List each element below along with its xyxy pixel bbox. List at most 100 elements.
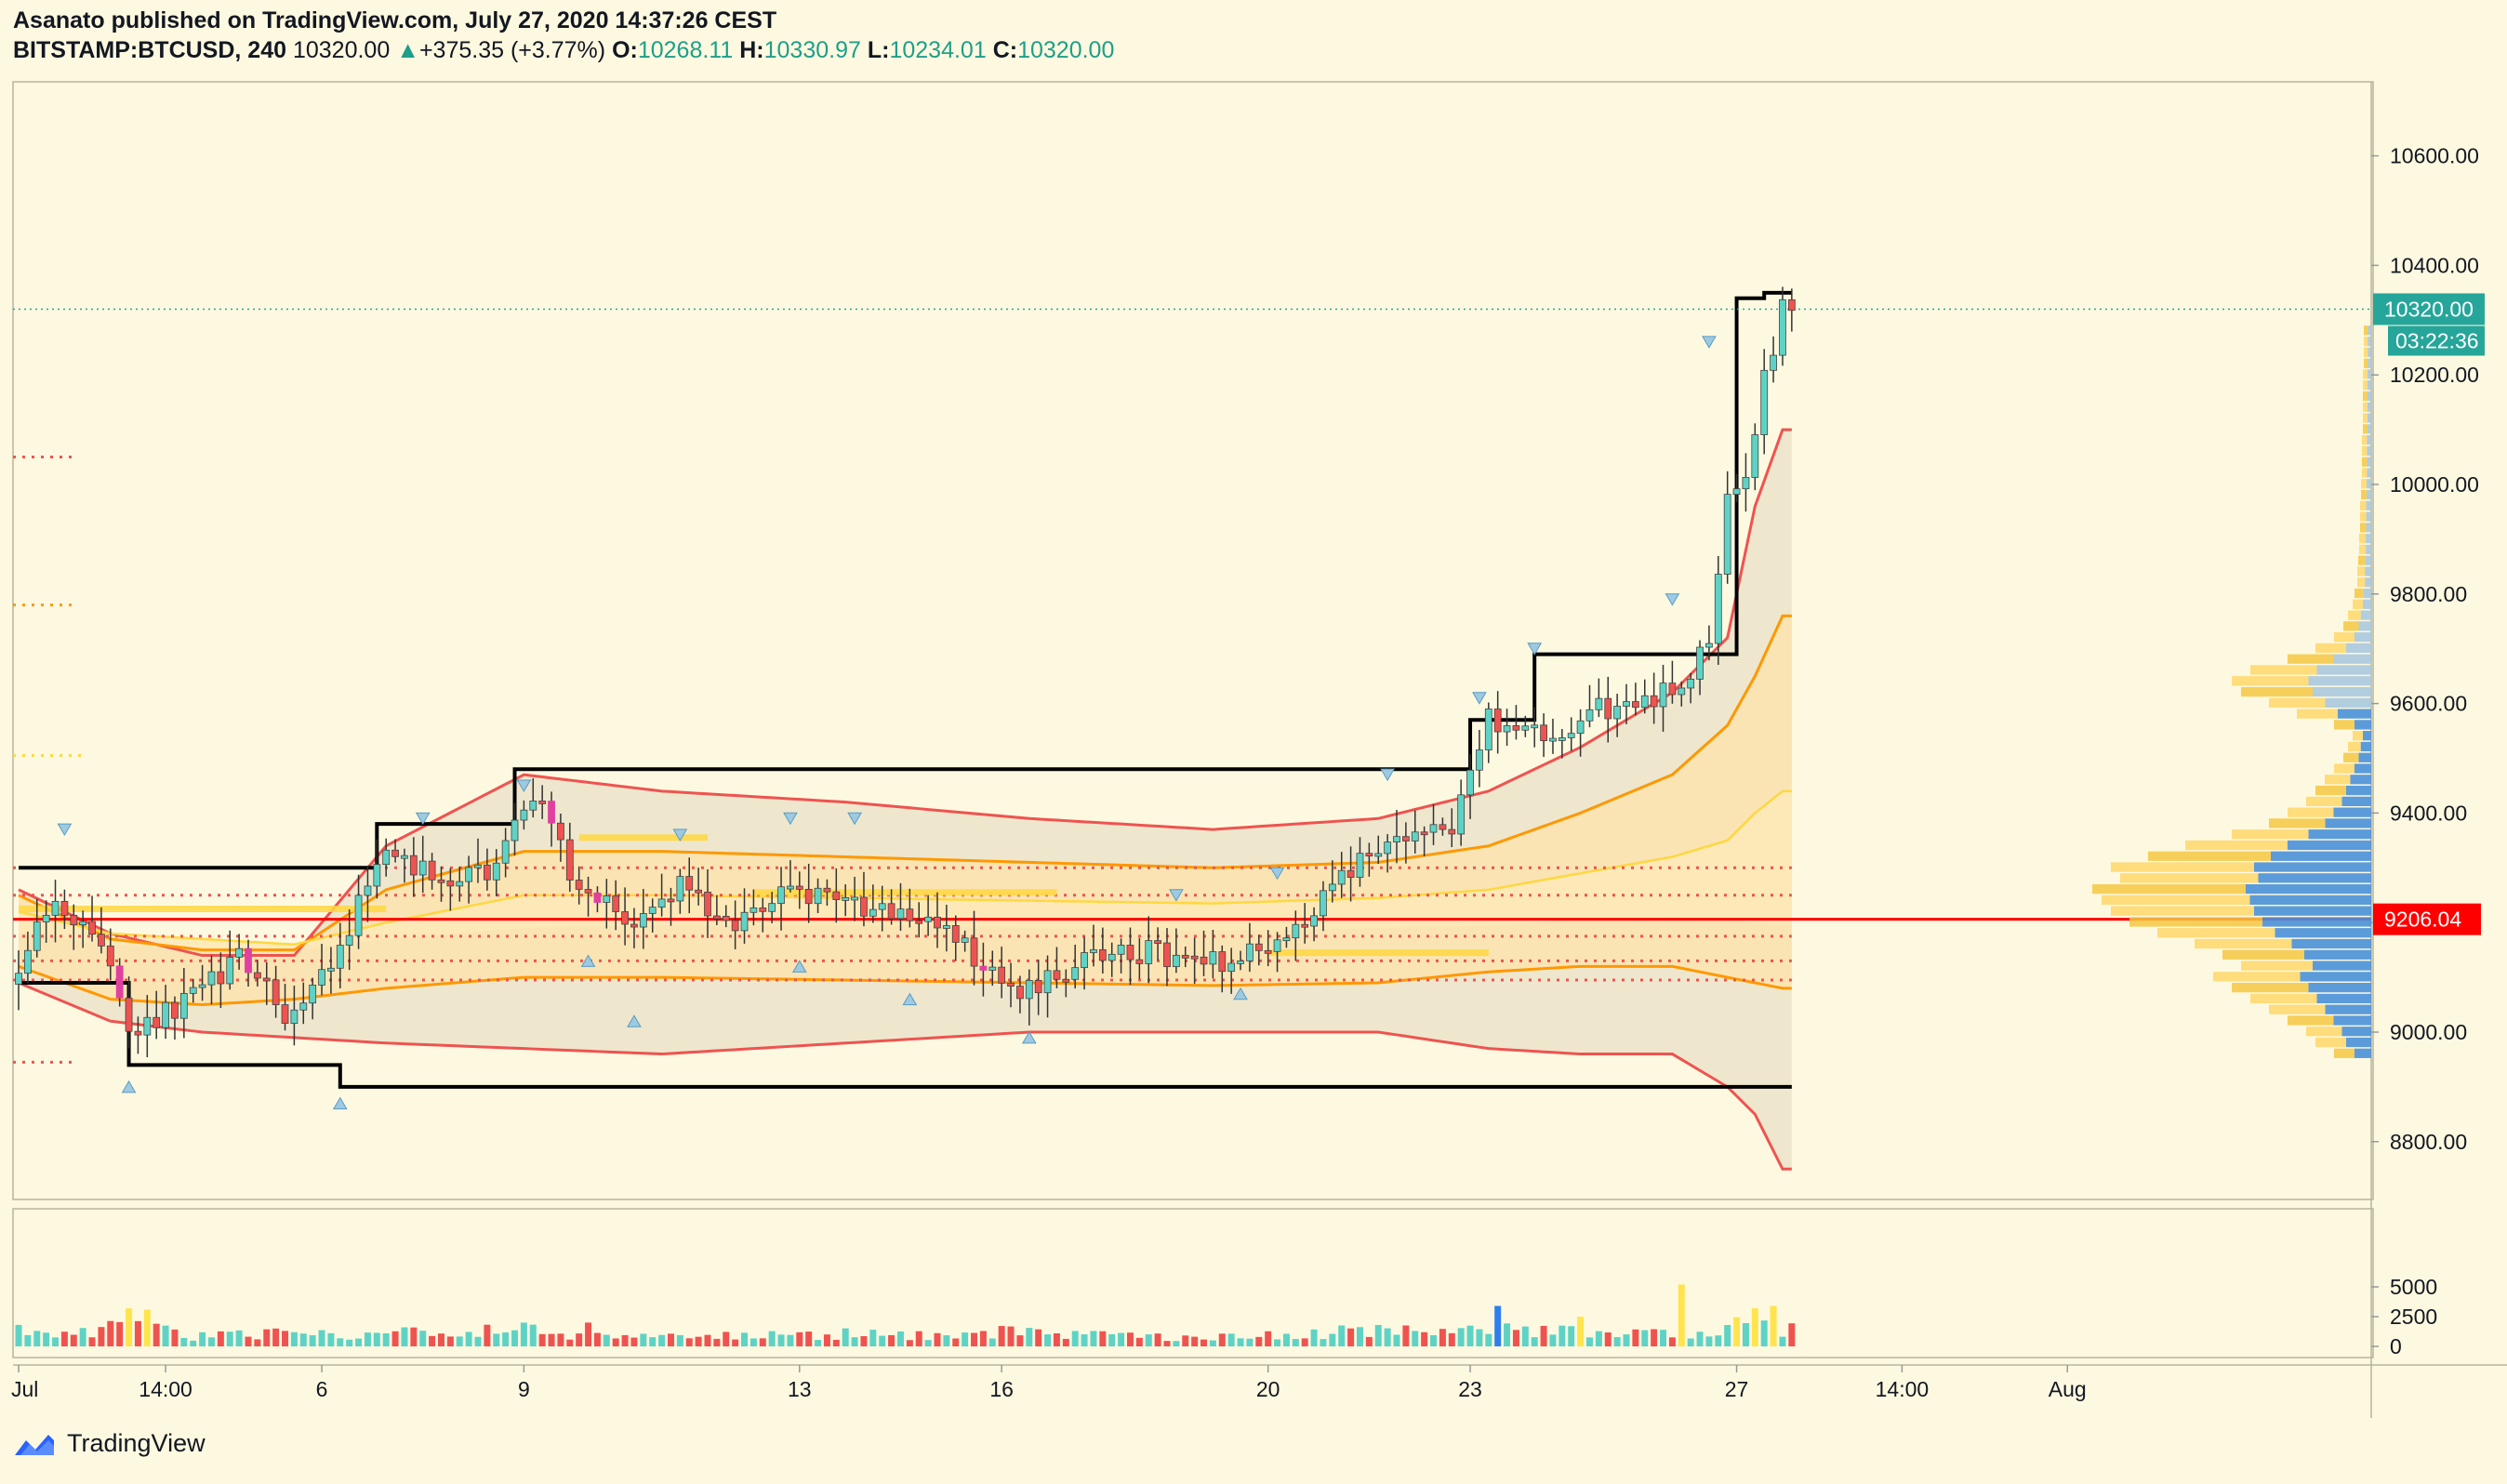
volume-bar (1494, 1305, 1502, 1346)
candle (1346, 869, 1355, 878)
profile-bar-up (2363, 402, 2368, 412)
signal-down-marker (415, 812, 431, 826)
profile-bar-up (2359, 534, 2367, 544)
tradingview-logo[interactable]: TradingView (11, 1429, 206, 1458)
signal-down-marker (783, 812, 798, 826)
volume-bar (1026, 1328, 1033, 1346)
close-value: 10320.00 (1017, 37, 1115, 63)
profile-bar-down (2333, 1015, 2371, 1026)
volume-bar (943, 1335, 950, 1346)
profile-bar-down (2291, 938, 2371, 949)
volume-bar (1504, 1323, 1511, 1346)
brand-name: TradingView (67, 1429, 206, 1457)
candle (1779, 298, 1786, 356)
profile-bar-down (2367, 413, 2371, 423)
profile-bar-down (2367, 479, 2371, 489)
candle (878, 903, 886, 910)
volume-bar (1715, 1335, 1722, 1346)
candle (1016, 986, 1024, 1000)
signal-down-marker (1665, 593, 1680, 606)
volume-bar (327, 1332, 335, 1346)
volume-bar (1265, 1331, 1272, 1346)
volume-bar (502, 1332, 510, 1346)
upper-mid-band (18, 614, 1792, 952)
volume-bar (15, 1324, 22, 1346)
volume-tick-label: 5000 (2390, 1275, 2437, 1299)
volume-bar (1237, 1338, 1244, 1346)
candle (787, 885, 794, 890)
volume-bar (612, 1338, 619, 1346)
volume-bar (1512, 1330, 1519, 1346)
profile-bar-down (2354, 1048, 2371, 1058)
volume-bar (263, 1329, 271, 1346)
volume-bar (456, 1336, 463, 1346)
candle (1282, 937, 1291, 942)
profile-bar-up (2232, 829, 2309, 840)
volume-bar (1393, 1334, 1400, 1346)
candle (1714, 574, 1722, 644)
candle (685, 876, 694, 891)
poc-price-tag-label: 9206.04 (2384, 908, 2461, 932)
profile-bar-down (2367, 391, 2371, 402)
profile-bar-down (2367, 402, 2371, 412)
volume-bar (437, 1333, 444, 1346)
candle (1650, 695, 1658, 708)
profile-bar-down (2308, 829, 2371, 840)
volume-bar (962, 1332, 969, 1346)
profile-bar-down (2271, 851, 2371, 861)
candle (1190, 955, 1199, 960)
donchian-upper (19, 290, 1792, 870)
volume-bar (1347, 1328, 1355, 1346)
price-tick-label: 8800.00 (2390, 1130, 2467, 1154)
profile-bar-up (2325, 775, 2351, 785)
volume-bar (355, 1338, 363, 1346)
profile-bar-up (2334, 1048, 2354, 1058)
candle (795, 885, 803, 890)
signal-down-marker (57, 823, 73, 837)
profile-bar-up (2315, 785, 2346, 796)
candle (1108, 953, 1116, 961)
volume-bar (1356, 1327, 1363, 1346)
volume-bar (484, 1324, 491, 1346)
volume-bar (915, 1331, 922, 1346)
volume-tick-label: 0 (2390, 1334, 2402, 1358)
volume-bar (529, 1324, 537, 1346)
volume-bar (896, 1331, 904, 1346)
candle (887, 903, 895, 920)
volume-bar (1365, 1336, 1373, 1346)
candle (970, 937, 978, 967)
candle (437, 879, 445, 883)
volume-bar (815, 1340, 822, 1346)
volume-bar (1227, 1333, 1235, 1346)
volume-bar (107, 1320, 114, 1346)
candle (603, 895, 611, 903)
time-tick-label: 20 (1256, 1377, 1280, 1401)
profile-bar-down (2354, 720, 2371, 730)
upper-outer-band (18, 428, 1792, 958)
candle (446, 880, 455, 887)
cloud-icon (15, 1434, 54, 1455)
candle (1356, 853, 1364, 878)
volume-bar (557, 1333, 564, 1346)
volume-bar (640, 1333, 647, 1346)
volume-bar (1062, 1338, 1069, 1346)
profile-bar-up (2334, 763, 2354, 774)
volume-bar (272, 1328, 280, 1346)
low-label: L: (867, 37, 890, 63)
volume-bar (1274, 1339, 1281, 1346)
profile-bar-down (2288, 840, 2371, 851)
volume-bar (1108, 1333, 1116, 1346)
candle (327, 967, 335, 972)
profile-bar-down (2368, 325, 2371, 336)
symbol-name[interactable]: BITSTAMP:BTCUSD, 240 (13, 37, 287, 63)
volume-bar (832, 1339, 840, 1346)
time-tick-label: Jul (11, 1377, 38, 1401)
profile-bar-down (2367, 468, 2371, 478)
profile-bar-up (2297, 709, 2338, 719)
candle (823, 887, 831, 893)
volume-bar (245, 1336, 252, 1346)
candle (676, 876, 684, 902)
profile-bar-down (2333, 807, 2371, 817)
candle (1760, 369, 1769, 435)
